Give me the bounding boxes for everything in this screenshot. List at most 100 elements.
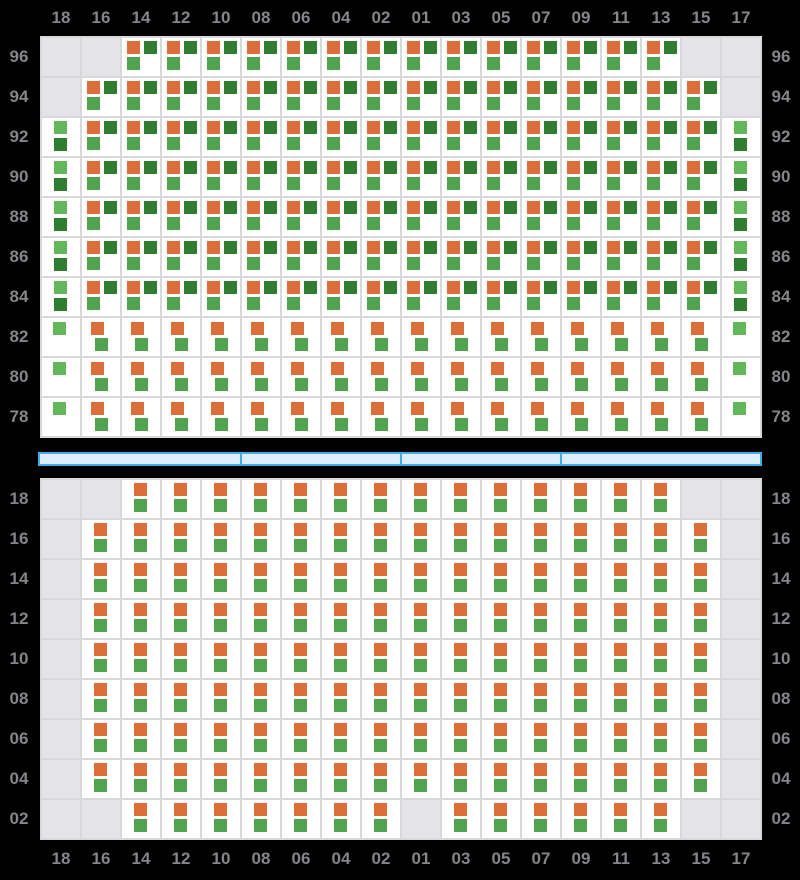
spot-cell[interactable] [562, 398, 600, 436]
spot-cell[interactable] [402, 38, 440, 76]
spot-cell[interactable] [442, 238, 480, 276]
spot-cell[interactable] [482, 118, 520, 156]
spot-cell[interactable] [282, 720, 320, 758]
spot-cell[interactable] [122, 158, 160, 196]
spot-cell[interactable] [522, 278, 560, 316]
spot-cell[interactable] [402, 198, 440, 236]
spot-cell[interactable] [442, 520, 480, 558]
spot-cell[interactable] [362, 800, 400, 838]
spot-cell[interactable] [322, 760, 360, 798]
spot-cell[interactable] [602, 680, 640, 718]
spot-cell[interactable] [642, 520, 680, 558]
spot-cell[interactable] [402, 78, 440, 116]
spot-cell[interactable] [242, 720, 280, 758]
spot-cell[interactable] [242, 238, 280, 276]
spot-cell[interactable] [722, 158, 760, 196]
spot-cell[interactable] [402, 680, 440, 718]
spot-cell[interactable] [282, 480, 320, 518]
spot-cell[interactable] [402, 520, 440, 558]
spot-cell[interactable] [602, 278, 640, 316]
spot-cell[interactable] [682, 78, 720, 116]
spot-cell[interactable] [242, 278, 280, 316]
spot-cell[interactable] [122, 118, 160, 156]
spot-cell[interactable] [322, 78, 360, 116]
spot-cell[interactable] [162, 78, 200, 116]
spot-cell[interactable] [442, 118, 480, 156]
spot-cell[interactable] [122, 520, 160, 558]
spot-cell[interactable] [282, 158, 320, 196]
spot-cell[interactable] [602, 318, 640, 356]
spot-cell[interactable] [122, 480, 160, 518]
spot-cell[interactable] [482, 560, 520, 598]
spot-cell[interactable] [442, 600, 480, 638]
spot-cell[interactable] [482, 38, 520, 76]
spot-cell[interactable] [522, 358, 560, 396]
spot-cell[interactable] [402, 640, 440, 678]
spot-cell[interactable] [202, 238, 240, 276]
spot-cell[interactable] [442, 38, 480, 76]
spot-cell[interactable] [162, 38, 200, 76]
spot-cell[interactable] [162, 158, 200, 196]
spot-cell[interactable] [562, 520, 600, 558]
spot-cell[interactable] [42, 358, 80, 396]
spot-cell[interactable] [682, 118, 720, 156]
spot-cell[interactable] [482, 760, 520, 798]
spot-cell[interactable] [562, 318, 600, 356]
spot-cell[interactable] [162, 278, 200, 316]
spot-cell[interactable] [682, 158, 720, 196]
spot-cell[interactable] [402, 398, 440, 436]
spot-cell[interactable] [122, 760, 160, 798]
spot-cell[interactable] [522, 158, 560, 196]
spot-cell[interactable] [122, 238, 160, 276]
spot-cell[interactable] [362, 158, 400, 196]
spot-cell[interactable] [402, 358, 440, 396]
spot-cell[interactable] [522, 600, 560, 638]
spot-cell[interactable] [482, 358, 520, 396]
spot-cell[interactable] [242, 318, 280, 356]
spot-cell[interactable] [682, 600, 720, 638]
spot-cell[interactable] [282, 278, 320, 316]
spot-cell[interactable] [82, 398, 120, 436]
spot-cell[interactable] [682, 520, 720, 558]
spot-cell[interactable] [202, 38, 240, 76]
spot-cell[interactable] [202, 158, 240, 196]
spot-cell[interactable] [642, 78, 680, 116]
spot-cell[interactable] [522, 720, 560, 758]
spot-cell[interactable] [482, 600, 520, 638]
spot-cell[interactable] [482, 238, 520, 276]
spot-cell[interactable] [162, 600, 200, 638]
spot-cell[interactable] [162, 760, 200, 798]
spot-cell[interactable] [442, 318, 480, 356]
spot-cell[interactable] [162, 680, 200, 718]
spot-cell[interactable] [122, 680, 160, 718]
spot-cell[interactable] [682, 720, 720, 758]
spot-cell[interactable] [522, 238, 560, 276]
spot-cell[interactable] [82, 78, 120, 116]
spot-cell[interactable] [362, 198, 400, 236]
spot-cell[interactable] [322, 118, 360, 156]
spot-cell[interactable] [402, 480, 440, 518]
spot-cell[interactable] [362, 760, 400, 798]
spot-cell[interactable] [362, 398, 400, 436]
spot-cell[interactable] [162, 640, 200, 678]
spot-cell[interactable] [402, 158, 440, 196]
spot-cell[interactable] [82, 720, 120, 758]
spot-cell[interactable] [322, 640, 360, 678]
spot-cell[interactable] [82, 680, 120, 718]
spot-cell[interactable] [602, 520, 640, 558]
spot-cell[interactable] [362, 118, 400, 156]
spot-cell[interactable] [642, 118, 680, 156]
spot-cell[interactable] [242, 358, 280, 396]
spot-cell[interactable] [522, 38, 560, 76]
spot-cell[interactable] [482, 680, 520, 718]
spot-cell[interactable] [522, 520, 560, 558]
spot-cell[interactable] [402, 118, 440, 156]
spot-cell[interactable] [562, 238, 600, 276]
spot-cell[interactable] [562, 278, 600, 316]
spot-cell[interactable] [162, 198, 200, 236]
spot-cell[interactable] [602, 198, 640, 236]
spot-cell[interactable] [522, 560, 560, 598]
spot-cell[interactable] [162, 720, 200, 758]
spot-cell[interactable] [282, 198, 320, 236]
spot-cell[interactable] [162, 398, 200, 436]
